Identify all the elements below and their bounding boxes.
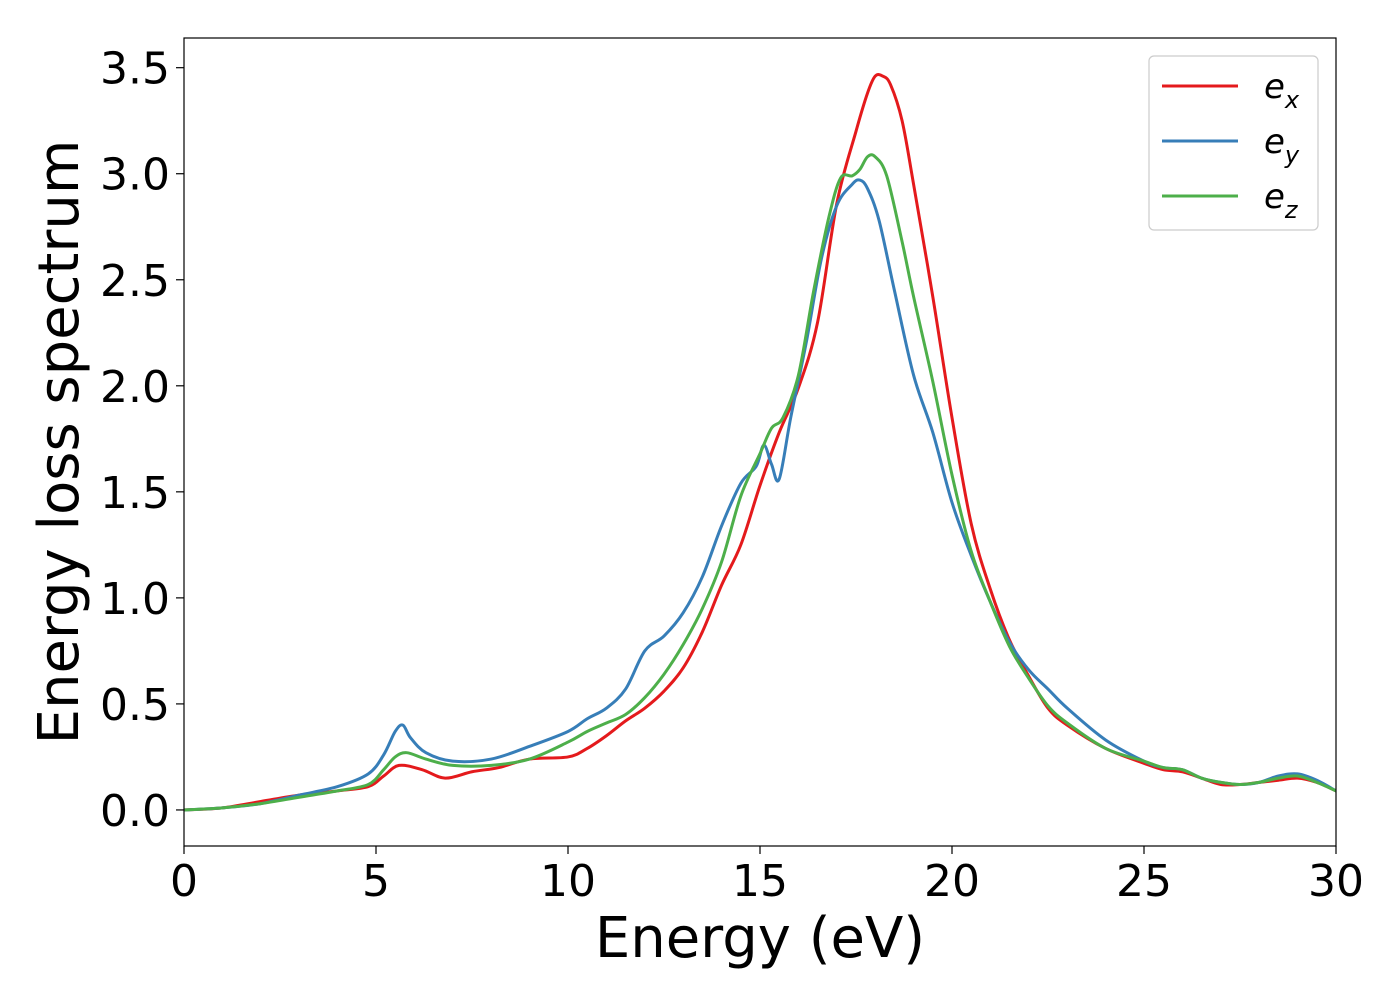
x-tick-label: 30 [1308,856,1364,907]
legend-label-base: e [1264,177,1285,217]
legend-label-e-y: ey [1264,122,1300,169]
y-tick-label: 2.0 [100,362,170,413]
legend-label-e-x: ex [1264,67,1300,114]
series-group [184,73,1336,812]
y-tick-label: 1.0 [100,574,170,625]
legend-label-base: e [1264,122,1285,162]
legend-box [1148,55,1319,231]
x-tick-label: 20 [924,856,980,907]
y-tick-label: 2.5 [100,256,170,307]
x-tick-label: 0 [170,856,198,907]
legend-label-subscript: x [1284,86,1300,114]
y-axis-ticks: 0.0 0.5 1.0 1.5 2.0 2.5 3.0 3.5 [100,44,184,837]
x-tick-label: 25 [1116,856,1172,907]
legend-label-subscript: z [1284,196,1299,224]
y-tick-label: 0.5 [100,680,170,731]
y-tick-label: 3.0 [100,150,170,201]
series-line-e-x [184,73,1336,812]
legend-label-e-z: ez [1264,177,1299,224]
x-axis-label: Energy (eV) [595,906,925,971]
y-tick-label: 0.0 [100,786,170,837]
y-tick-label: 1.5 [100,468,170,519]
series-line-e-z [184,153,1336,812]
x-tick-label: 10 [540,856,596,907]
series-line-e-y [184,178,1336,812]
y-tick-label: 3.5 [100,44,170,95]
y-axis-label: Energy loss spectrum [27,140,92,745]
x-axis-ticks: 0 5 10 15 20 25 30 [170,846,1364,907]
x-tick-label: 15 [732,856,788,907]
x-tick-label: 5 [362,856,390,907]
legend-label-base: e [1264,67,1285,107]
legend-label-subscript: y [1284,141,1300,169]
